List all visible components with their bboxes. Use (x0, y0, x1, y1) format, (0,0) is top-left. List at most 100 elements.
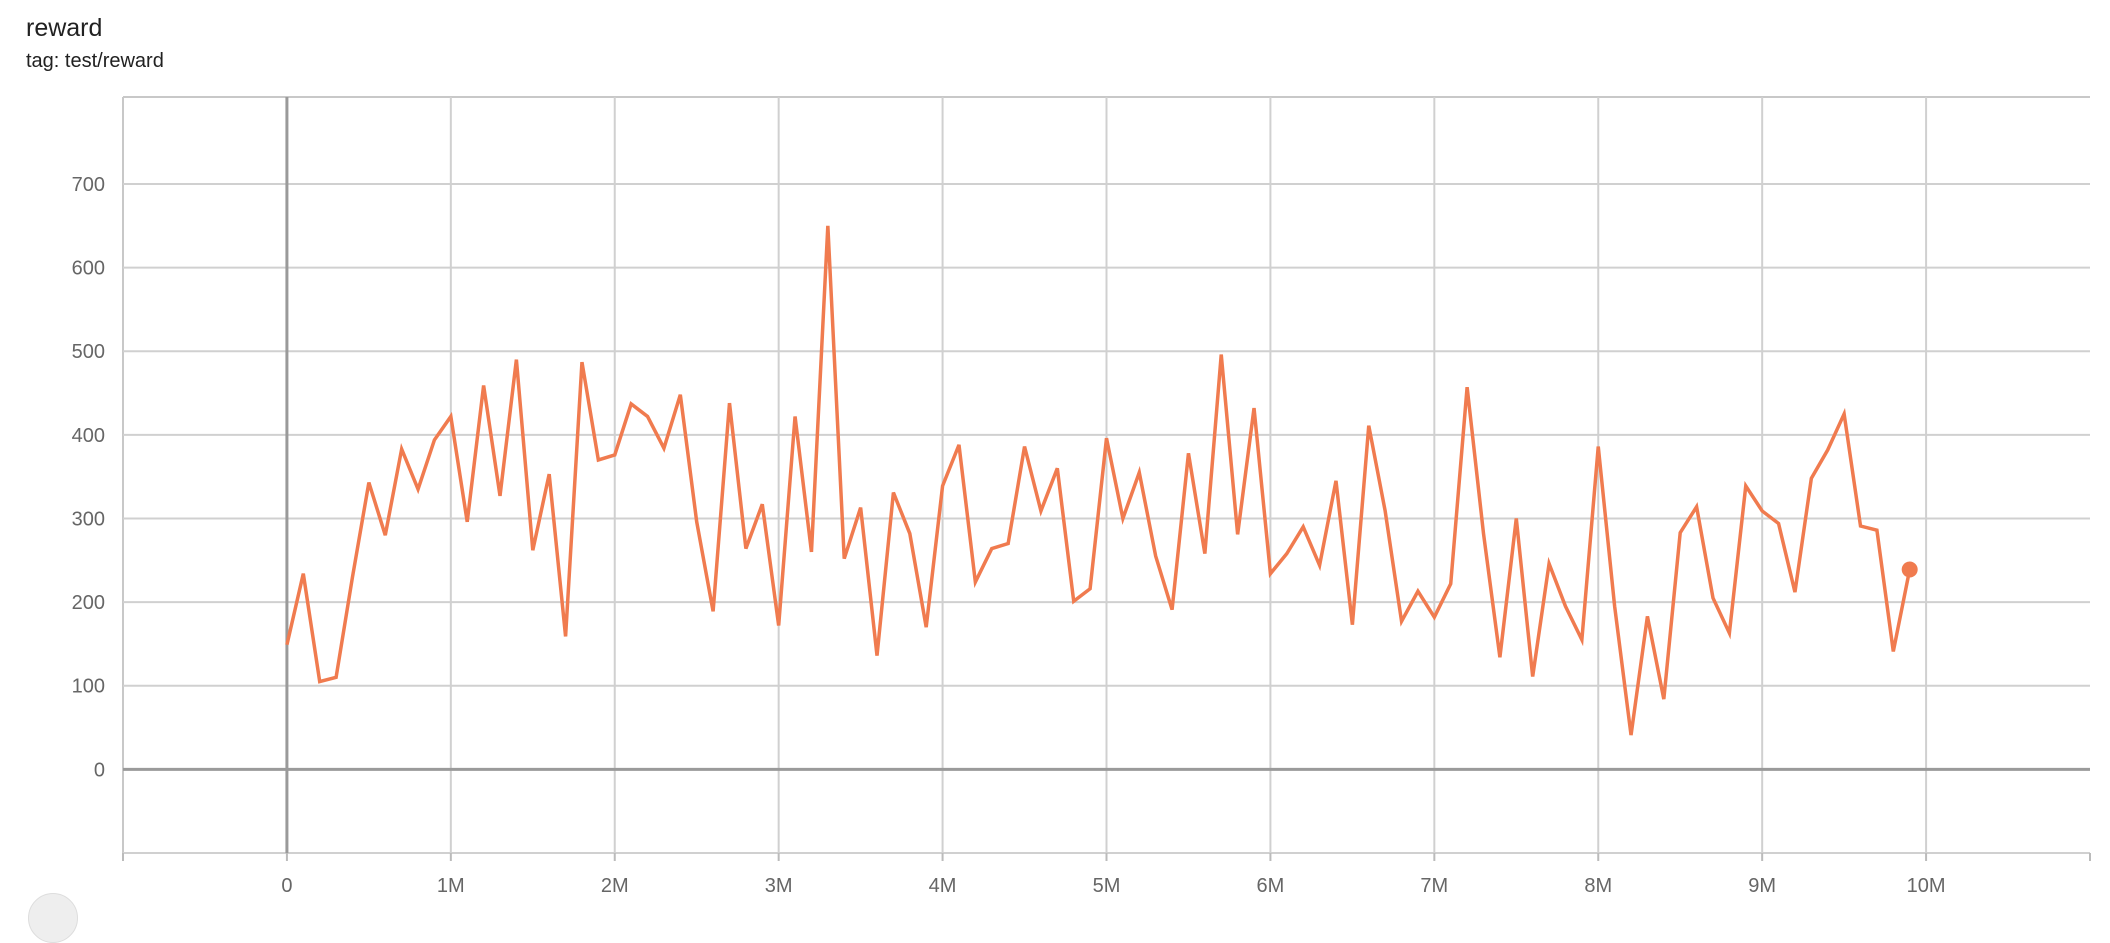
data-point (1875, 528, 1879, 532)
data-point (1039, 509, 1043, 513)
data-point (1006, 542, 1010, 546)
data-point (957, 443, 961, 447)
data-point (1416, 589, 1420, 593)
data-point (498, 494, 502, 498)
axes (122, 97, 2091, 861)
data-point (1711, 596, 1715, 600)
data-point (859, 506, 863, 510)
data-point (1367, 424, 1371, 428)
data-point (941, 484, 945, 488)
data-point (1301, 525, 1305, 529)
data-point (793, 414, 797, 418)
data-point (1842, 412, 1846, 416)
data-point (1547, 562, 1551, 566)
data-point (727, 401, 731, 405)
data-point (1826, 448, 1830, 452)
data-point (1531, 675, 1535, 679)
data-point (744, 547, 748, 551)
data-point (1186, 451, 1190, 455)
last-point-marker (1901, 561, 1918, 578)
data-point (1613, 604, 1617, 608)
data-point (432, 438, 436, 442)
x-axis-ticks: 0 1M 2M 3M 4M 5M 6M 7M 8M 9M 10M (281, 875, 1945, 897)
x-tick-label: 6M (1257, 875, 1285, 897)
data-point (416, 487, 420, 491)
data-point (1236, 532, 1240, 536)
data-point (1121, 516, 1125, 520)
data-point (1318, 563, 1322, 567)
x-tick-label: 3M (765, 875, 793, 897)
data-point (1793, 590, 1797, 594)
y-tick-label: 100 (72, 676, 105, 698)
data-point (1105, 436, 1109, 440)
data-point (777, 624, 781, 628)
data-point (1088, 587, 1092, 591)
y-tick-label: 600 (72, 258, 105, 280)
data-point (1760, 509, 1764, 513)
data-point (1023, 445, 1027, 449)
data-point (1695, 505, 1699, 509)
data-point (350, 575, 354, 579)
data-point (1334, 479, 1338, 483)
data-point (547, 472, 551, 476)
data-point (367, 481, 371, 485)
series-line (285, 225, 1912, 736)
y-tick-label: 300 (72, 508, 105, 530)
data-point (1498, 655, 1502, 659)
data-point (1645, 614, 1649, 618)
data-point (1580, 638, 1584, 642)
data-point (629, 402, 633, 406)
data-point (596, 458, 600, 462)
reward-line-chart[interactable]: 0 1M 2M 3M 4M 5M 6M 7M 8M 9M 10M 0 100 200 300 400 500 6… (0, 0, 2110, 904)
x-tick-label: 2M (601, 875, 629, 897)
data-point (285, 643, 289, 647)
data-point (1154, 554, 1158, 558)
data-point (1203, 552, 1207, 556)
x-tick-label: 9M (1748, 875, 1776, 897)
data-point (301, 572, 305, 576)
data-point (1514, 516, 1518, 520)
series (285, 224, 1918, 737)
data-point (1285, 552, 1289, 556)
data-point (531, 548, 535, 552)
data-point (990, 547, 994, 551)
data-point (760, 502, 764, 506)
data-point (826, 224, 830, 228)
data-point (1137, 470, 1141, 474)
data-point (383, 533, 387, 537)
x-tick-label: 1M (437, 875, 465, 897)
data-point (1072, 599, 1076, 603)
data-point (646, 414, 650, 418)
data-point (1465, 385, 1469, 389)
data-point (973, 580, 977, 584)
grid (122, 96, 2090, 854)
data-point (482, 384, 486, 388)
data-point (1252, 406, 1256, 410)
data-point (465, 520, 469, 524)
data-point (613, 453, 617, 457)
data-point (1744, 484, 1748, 488)
chart-tag: tag: test/reward (26, 50, 164, 72)
data-point (875, 654, 879, 658)
data-point (1383, 509, 1387, 513)
data-point (1219, 353, 1223, 357)
corner-button[interactable] (28, 893, 78, 943)
data-point (1170, 608, 1174, 612)
data-point (1350, 623, 1354, 627)
data-point (1777, 522, 1781, 526)
data-point (908, 532, 912, 536)
data-point (662, 446, 666, 450)
x-tick-label: 8M (1584, 875, 1612, 897)
y-tick-label: 0 (94, 759, 105, 781)
data-point (1891, 649, 1895, 653)
data-point (400, 447, 404, 451)
data-point (514, 358, 518, 362)
chart-title: reward (26, 14, 103, 42)
x-tick-label: 4M (929, 875, 957, 897)
data-point (1629, 733, 1633, 737)
data-point (1563, 604, 1567, 608)
data-point (564, 634, 568, 638)
data-point (695, 520, 699, 524)
data-point (580, 360, 584, 364)
data-point (1055, 466, 1059, 470)
